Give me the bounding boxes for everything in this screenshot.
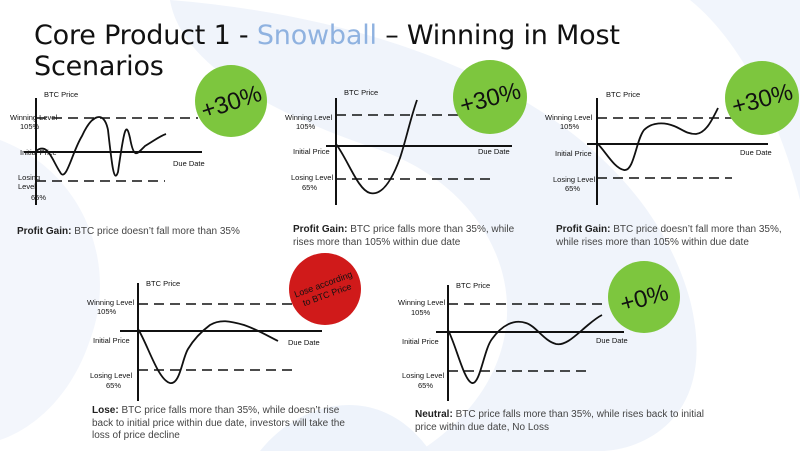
due-date-label: Due Date xyxy=(173,159,205,168)
initial-price-label: Initial Price xyxy=(93,336,130,345)
due-date-label: Due Date xyxy=(740,148,772,157)
product-name-highlight: Snowball xyxy=(256,20,377,51)
result-badge xyxy=(608,261,680,333)
initial-price-label: Initial Price xyxy=(402,337,439,346)
scenario-chart-5: BTC Price Winning Level 105% Initial Pri… xyxy=(398,261,680,401)
losing-level-label: Losing Level xyxy=(291,173,333,182)
winning-level-value: 105% xyxy=(20,122,40,131)
initial-price-label: Initial Price xyxy=(20,148,57,157)
losing-level-label: Losing Level xyxy=(553,175,595,184)
y-axis-label: BTC Price xyxy=(456,281,490,290)
losing-level-word: Level xyxy=(18,182,36,191)
scenario-caption-4: Lose: BTC price falls more than 35%, whi… xyxy=(92,405,345,441)
losing-level-value: 65% xyxy=(106,381,121,390)
scenario-caption-1: Profit Gain: BTC price doesn’t fall more… xyxy=(17,226,240,237)
losing-level-value: 65% xyxy=(565,184,580,193)
due-date-label: Due Date xyxy=(596,336,628,345)
scenario-chart-2: BTC Price Winning Level 105% Initial Pri… xyxy=(285,60,527,205)
losing-level-label: Losing Level xyxy=(90,371,132,380)
initial-price-label: Initial Price xyxy=(555,149,592,158)
result-badge xyxy=(195,65,267,137)
losing-level-label: Losing xyxy=(18,173,40,182)
winning-level-value: 105% xyxy=(560,122,580,131)
winning-level-label: Winning Level xyxy=(398,298,445,307)
y-axis-label: BTC Price xyxy=(606,90,640,99)
winning-level-value: 105% xyxy=(296,122,316,131)
winning-level-value: 105% xyxy=(411,308,431,317)
due-date-label: Due Date xyxy=(288,338,320,347)
scenario-chart-4: BTC Price Winning Level 105% Initial Pri… xyxy=(87,253,361,401)
scenario-chart-1: BTC Price Winning Level 105% Initial Pri… xyxy=(10,65,267,205)
winning-level-value: 105% xyxy=(97,307,117,316)
scenario-caption-2: Profit Gain: BTC price falls more than 3… xyxy=(293,224,515,248)
scenario-caption-3: Profit Gain: BTC price doesn’t fall more… xyxy=(556,224,782,248)
scenario-chart-3: BTC Price Winning Level 105% Initial Pri… xyxy=(545,61,799,205)
losing-level-label: Losing Level xyxy=(402,371,444,380)
scenario-caption-5: Neutral: BTC price falls more than 35%, … xyxy=(415,409,705,433)
y-axis-label: BTC Price xyxy=(344,88,378,97)
losing-level-value: 65% xyxy=(31,193,46,202)
winning-level-label: Winning Level xyxy=(10,113,57,122)
losing-level-value: 65% xyxy=(418,381,433,390)
page-title: Core Product 1 - Snowball – Winning in M… xyxy=(34,20,620,82)
due-date-label: Due Date xyxy=(478,147,510,156)
y-axis-label: BTC Price xyxy=(146,279,180,288)
initial-price-label: Initial Price xyxy=(293,147,330,156)
result-badge xyxy=(289,253,361,325)
result-badge xyxy=(725,61,799,135)
winning-level-label: Winning Level xyxy=(545,113,592,122)
winning-level-label: Winning Level xyxy=(285,113,332,122)
y-axis-label: BTC Price xyxy=(44,90,78,99)
winning-level-label: Winning Level xyxy=(87,298,134,307)
losing-level-value: 65% xyxy=(302,183,317,192)
result-badge xyxy=(453,60,527,134)
